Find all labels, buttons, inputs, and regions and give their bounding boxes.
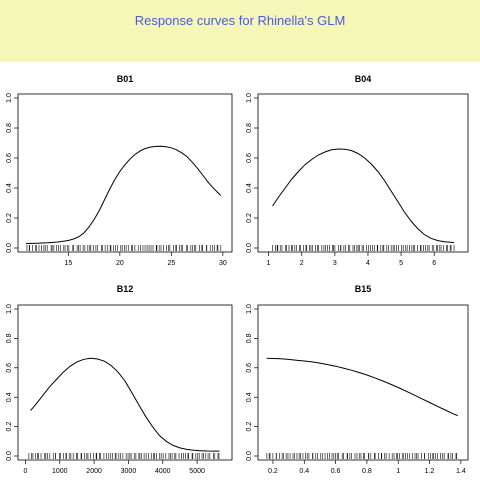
x-tick-label: 1 [396, 468, 400, 475]
y-tick-label: 0.0 [246, 451, 253, 461]
x-tick-label: 0 [23, 468, 27, 475]
y-tick-label: 0.8 [246, 123, 253, 133]
x-tick-label: 2 [300, 260, 304, 267]
y-tick-label: 0.0 [6, 451, 13, 461]
panel-frame [17, 93, 233, 253]
response-curve [266, 357, 458, 417]
y-tick-label: 0.4 [6, 183, 13, 193]
page-title: Response curves for Rhinella's GLM [134, 13, 346, 28]
x-tick-label: 30 [219, 260, 227, 267]
y-tick-label: 1.0 [6, 304, 13, 314]
response-curve [272, 148, 455, 244]
x-tick-label: 2000 [86, 468, 102, 475]
x-tick-label: 5000 [189, 468, 205, 475]
x-tick-label: 4000 [155, 468, 171, 475]
y-tick-label: 0.2 [6, 422, 13, 432]
y-tick-label: 0.6 [6, 363, 13, 373]
y-tick-label: 0.6 [6, 153, 13, 163]
x-tick-label: 1 [267, 260, 271, 267]
y-tick-label: 0.6 [246, 153, 253, 163]
x-tick-label: 15 [64, 260, 72, 267]
y-tick-label: 0.8 [246, 333, 253, 343]
panel-title: B15 [355, 284, 372, 294]
y-tick-label: 1.0 [246, 304, 253, 314]
x-tick-label: 1.2 [425, 468, 435, 475]
y-tick-label: 0.8 [6, 123, 13, 133]
panel-title: B01 [117, 74, 134, 84]
x-tick-label: 25 [167, 260, 175, 267]
y-tick-label: 0.4 [246, 392, 253, 402]
x-tick-label: 0.6 [331, 468, 341, 475]
panel-title: B04 [355, 74, 372, 84]
x-tick-label: 3 [333, 260, 337, 267]
panel-frame [257, 304, 469, 461]
panel-title: B12 [117, 284, 134, 294]
x-tick-label: 0.2 [268, 468, 278, 475]
y-tick-label: 0.2 [6, 213, 13, 223]
y-tick-label: 0.2 [246, 422, 253, 432]
y-tick-label: 1.0 [246, 93, 253, 103]
x-tick-label: 4 [366, 260, 370, 267]
x-tick-label: 1000 [52, 468, 68, 475]
panel-frame [17, 304, 233, 461]
y-tick-label: 0.0 [6, 243, 13, 253]
y-tick-label: 0.8 [6, 333, 13, 343]
x-tick-label: 5 [399, 260, 403, 267]
x-tick-label: 20 [116, 260, 124, 267]
y-tick-label: 0.4 [246, 183, 253, 193]
x-tick-label: 3000 [121, 468, 137, 475]
x-tick-label: 1.4 [456, 468, 466, 475]
x-tick-label: 0.8 [362, 468, 372, 475]
title-banner: Response curves for Rhinella's GLM [0, 0, 480, 62]
y-tick-label: 0.4 [6, 392, 13, 402]
y-tick-label: 0.0 [246, 243, 253, 253]
y-tick-label: 0.2 [246, 213, 253, 223]
y-tick-label: 1.0 [6, 93, 13, 103]
x-tick-label: 6 [432, 260, 436, 267]
x-tick-label: 0.4 [299, 468, 309, 475]
y-tick-label: 0.6 [246, 363, 253, 373]
response-curve [30, 357, 220, 452]
plots-area: B01 0.0 0.2 0.4 0.6 0.8 1.0 15 20 25 30 B04 0.0 0.2 0.… [0, 62, 480, 480]
response-curve [26, 145, 222, 244]
panel-frame [257, 93, 469, 253]
